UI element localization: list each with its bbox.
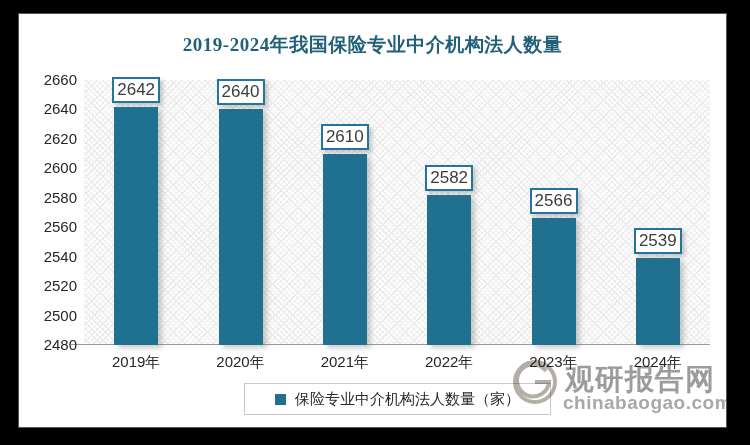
bar [427, 195, 471, 345]
y-tick-label: 2600 [19, 159, 77, 177]
chart-canvas: 2019-2024年我国保险专业中介机构法人数量 2660 2640 2620 260… [18, 13, 727, 428]
x-axis-line [71, 344, 710, 345]
x-tick-label: 2023年 [509, 353, 599, 372]
bar-value-label: 2640 [217, 79, 265, 105]
y-tick-label: 2660 [19, 71, 77, 89]
y-tick-label: 2640 [19, 100, 77, 118]
chart-title: 2019-2024年我国保险专业中介机构法人数量 [19, 32, 726, 58]
y-tick-label: 2560 [19, 218, 77, 236]
page: { "chart_data": { "type": "bar", "title"… [0, 0, 750, 445]
bar-value-label: 2566 [530, 188, 578, 214]
bar-value-label: 2610 [321, 124, 369, 150]
x-tick-label: 2022年 [404, 353, 494, 372]
legend: 保险专业中介机构法人数量（家） [244, 383, 551, 415]
y-tick-label: 2480 [19, 336, 77, 354]
y-tick-label: 2620 [19, 130, 77, 148]
legend-label: 保险专业中介机构法人数量（家） [295, 390, 520, 409]
y-tick-label: 2540 [19, 248, 77, 266]
plot-area [84, 80, 710, 345]
x-tick-label: 2019年 [91, 353, 181, 372]
bar [114, 107, 158, 346]
bar [219, 109, 263, 345]
bar [636, 258, 680, 345]
legend-marker-icon [275, 394, 286, 405]
y-tick-label: 2520 [19, 277, 77, 295]
x-tick-label: 2024年 [613, 353, 703, 372]
bar-value-label: 2582 [425, 165, 473, 191]
bar-value-label: 2642 [112, 77, 160, 103]
x-tick-label: 2021年 [300, 353, 390, 372]
y-tick-label: 2500 [19, 307, 77, 325]
bar [532, 218, 576, 345]
bar [323, 154, 367, 345]
watermark-site: chinabaogao.com [563, 392, 723, 414]
bar-value-label: 2539 [634, 228, 682, 254]
y-tick-label: 2580 [19, 189, 77, 207]
x-tick-label: 2020年 [196, 353, 286, 372]
